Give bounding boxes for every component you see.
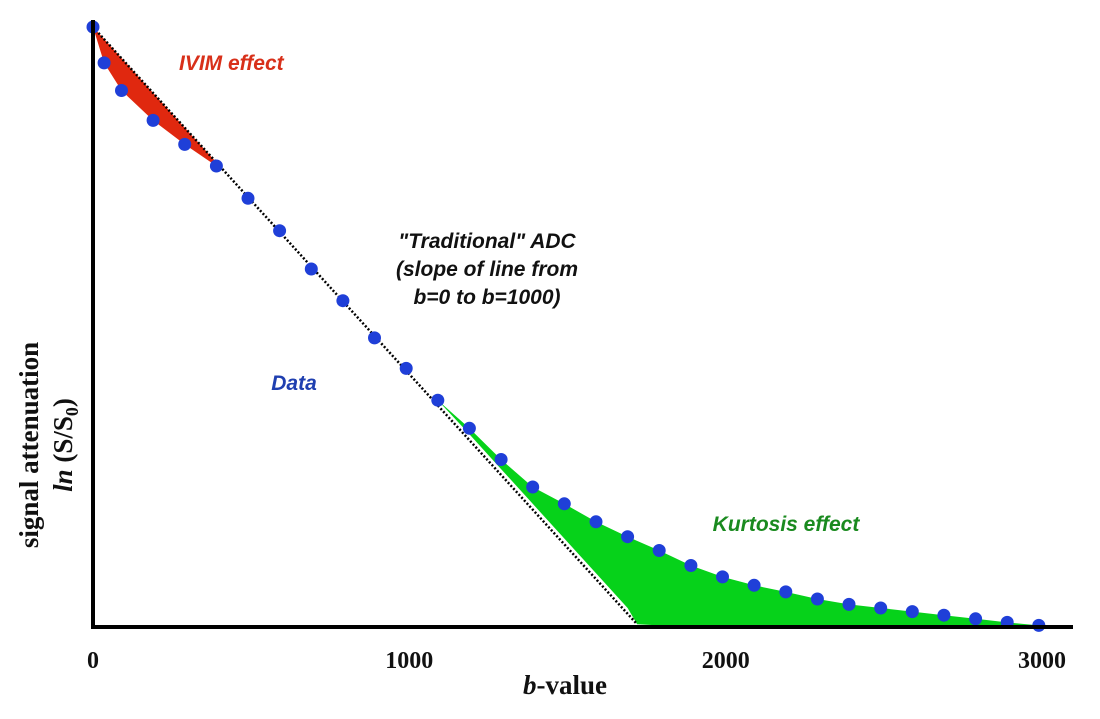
data-point — [874, 601, 888, 615]
adc-label-line2: (slope of line from — [396, 258, 578, 281]
adc-reference-line-group — [92, 26, 639, 626]
data-point — [178, 137, 192, 151]
x-axis-title: b-value — [523, 670, 607, 700]
x-tick-label: 0 — [87, 648, 99, 674]
data-point — [431, 393, 445, 407]
y-axis-title-line2: ln (S/S0) — [48, 398, 82, 492]
data-points — [86, 20, 1046, 632]
data-point — [684, 559, 698, 572]
data-point — [652, 544, 666, 557]
data-point — [336, 294, 350, 308]
data-point — [399, 361, 413, 375]
adc-reference-line — [92, 26, 639, 626]
data-point — [716, 570, 729, 584]
data-point — [368, 331, 381, 345]
data-point — [621, 530, 635, 544]
data-point — [810, 592, 824, 606]
data-point — [494, 453, 508, 466]
x-tick-label: 2000 — [702, 648, 750, 674]
y-axis-title-line1: signal attenuation — [14, 342, 44, 548]
kurtosis-effect-region — [437, 400, 1039, 626]
y-axis-title: signal attenuation ln (S/S0) — [14, 342, 82, 548]
data-point — [146, 113, 160, 127]
data-point — [557, 497, 571, 511]
data-point — [747, 578, 761, 592]
data-point — [273, 224, 287, 238]
data-point — [209, 159, 223, 173]
data-point — [304, 262, 318, 276]
effect-regions — [93, 27, 1039, 626]
data-point — [937, 608, 951, 622]
adc-label-line3: b=0 to b=1000) — [413, 286, 560, 309]
x-tick-label: 3000 — [1018, 648, 1066, 674]
adc-label-line1: "Traditional" ADC — [398, 230, 576, 253]
kurtosis-effect-label: Kurtosis effect — [713, 513, 861, 536]
data-point — [779, 585, 793, 599]
x-ticks: 0 1000 2000 3000 — [87, 648, 1066, 674]
x-tick-label: 1000 — [385, 648, 433, 674]
axes — [91, 20, 1073, 629]
ivim-effect-label: IVIM effect — [179, 52, 285, 75]
data-point — [241, 191, 255, 205]
data-point — [969, 612, 983, 626]
data-point — [97, 56, 111, 70]
data-point — [589, 515, 603, 529]
data-point — [842, 597, 856, 611]
data-label: Data — [271, 372, 317, 395]
data-point — [526, 480, 540, 494]
data-point — [462, 421, 476, 435]
data-point — [115, 84, 128, 97]
data-point — [905, 605, 919, 619]
